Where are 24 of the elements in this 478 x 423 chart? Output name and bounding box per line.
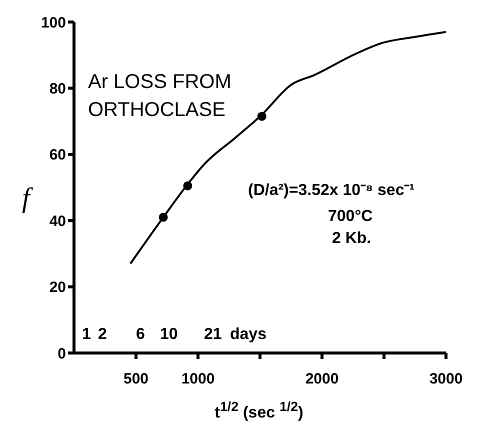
y-tick-label: 60 (49, 146, 66, 164)
annotation: 10 (160, 326, 178, 344)
y-tick-label: 0 (58, 345, 66, 362)
annotation: (D/a²)=3.52x 10⁻⁸ sec⁻¹ (248, 181, 415, 200)
annotation: days (230, 326, 266, 344)
point (257, 112, 266, 121)
x-axis-title: t$^{1/2}$ (sec $^{1/2}$) (214, 399, 304, 422)
annotation: 700°C (328, 208, 373, 226)
point (158, 212, 168, 222)
y-tick-label: 100 (40, 14, 66, 32)
point (183, 181, 192, 190)
annotation: 1 (82, 326, 91, 344)
x-tick-label: 3000 (429, 370, 463, 388)
annotation: 2 (98, 326, 107, 344)
annotation: 6 (136, 326, 145, 344)
x-tick-label: 500 (123, 370, 149, 388)
y-tick-label: 40 (49, 212, 66, 230)
y-tick-label: 20 (49, 279, 66, 296)
annotation: 2 Kb. (332, 230, 372, 248)
text: Ar LOSS FROM ORTHOCLASE (88, 70, 232, 123)
x-tick-label: 2000 (305, 370, 339, 388)
x-tick-label: 1000 (181, 370, 215, 388)
annotation: 21 (204, 326, 222, 344)
y-tick-label: 80 (49, 80, 66, 98)
